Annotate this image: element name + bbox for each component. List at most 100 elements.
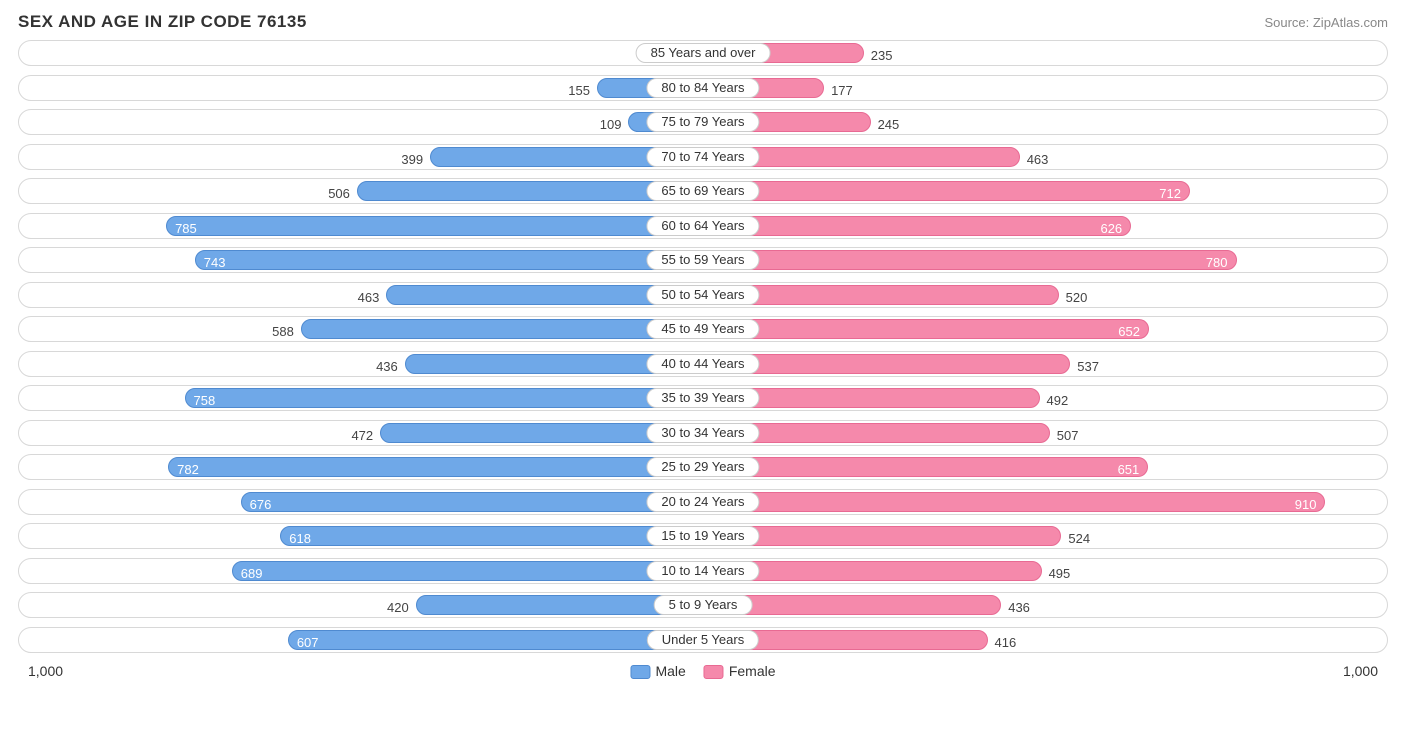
male-value: 436 xyxy=(376,359,406,374)
male-value: 472 xyxy=(351,428,381,443)
legend-male-swatch xyxy=(630,665,650,679)
female-value: 235 xyxy=(863,48,893,63)
male-value: 420 xyxy=(387,600,417,615)
age-category-label: 5 to 9 Years xyxy=(654,595,753,615)
pyramid-row: 6423585 Years and over xyxy=(18,40,1388,66)
pyramid-row: 399 463 70 to 74 Years xyxy=(18,144,1388,170)
age-category-label: 35 to 39 Years xyxy=(646,388,759,408)
age-category-label: 50 to 54 Years xyxy=(646,285,759,305)
male-value: 689 xyxy=(241,566,263,581)
male-bar: 782 xyxy=(168,457,703,477)
female-value: 177 xyxy=(823,83,853,98)
male-value: 588 xyxy=(272,324,302,339)
male-bar: 588 xyxy=(301,319,703,339)
male-value: 782 xyxy=(177,462,199,477)
male-bar: 607 xyxy=(288,630,703,650)
pyramid-row: 155 177 80 to 84 Years xyxy=(18,75,1388,101)
age-category-label: 40 to 44 Years xyxy=(646,354,759,374)
pyramid-row: 506 712 65 to 69 Years xyxy=(18,178,1388,204)
pyramid-row: 588 652 45 to 49 Years xyxy=(18,316,1388,342)
age-category-label: 15 to 19 Years xyxy=(646,526,759,546)
pyramid-row: 743 780 55 to 59 Years xyxy=(18,247,1388,273)
pyramid-row: 782 651 25 to 29 Years xyxy=(18,454,1388,480)
female-value: 910 xyxy=(1295,497,1317,512)
legend-male: Male xyxy=(630,663,685,679)
male-bar: 689 xyxy=(232,561,703,581)
pyramid-row: 785 626 60 to 64 Years xyxy=(18,213,1388,239)
axis-right-label: 1,000 xyxy=(1343,663,1378,679)
male-value: 607 xyxy=(297,635,319,650)
pyramid-row: 758 492 35 to 39 Years xyxy=(18,385,1388,411)
population-pyramid-chart: 6423585 Years and over15517780 to 84 Yea… xyxy=(0,40,1406,653)
age-category-label: 85 Years and over xyxy=(636,43,771,63)
male-bar: 618 xyxy=(280,526,703,546)
male-value: 463 xyxy=(358,290,388,305)
male-value: 743 xyxy=(204,255,226,270)
male-value: 618 xyxy=(289,531,311,546)
pyramid-row: 109 245 75 to 79 Years xyxy=(18,109,1388,135)
age-category-label: 75 to 79 Years xyxy=(646,112,759,132)
female-bar: 780 xyxy=(703,250,1237,270)
female-value: 463 xyxy=(1019,152,1049,167)
female-value: 652 xyxy=(1118,324,1140,339)
female-value: 245 xyxy=(870,117,900,132)
chart-source: Source: ZipAtlas.com xyxy=(1264,15,1388,30)
male-value: 676 xyxy=(250,497,272,512)
age-category-label: 45 to 49 Years xyxy=(646,319,759,339)
male-value: 109 xyxy=(600,117,630,132)
age-category-label: 80 to 84 Years xyxy=(646,78,759,98)
chart-title: SEX AND AGE IN ZIP CODE 76135 xyxy=(18,12,307,32)
axis-left-label: 1,000 xyxy=(28,663,63,679)
female-value: 436 xyxy=(1000,600,1030,615)
female-value: 651 xyxy=(1118,462,1140,477)
female-value: 780 xyxy=(1206,255,1228,270)
female-bar: 626 xyxy=(703,216,1131,236)
male-bar: 758 xyxy=(185,388,703,408)
age-category-label: 55 to 59 Years xyxy=(646,250,759,270)
pyramid-row: 689 495 10 to 14 Years xyxy=(18,558,1388,584)
male-bar: 785 xyxy=(166,216,703,236)
chart-header: SEX AND AGE IN ZIP CODE 76135 Source: Zi… xyxy=(0,0,1406,40)
female-bar: 910 xyxy=(703,492,1325,512)
age-category-label: Under 5 Years xyxy=(647,630,759,650)
male-value: 785 xyxy=(175,221,197,236)
chart-footer: 1,000 Male Female 1,000 xyxy=(0,661,1406,679)
male-bar: 676 xyxy=(241,492,703,512)
female-value: 520 xyxy=(1058,290,1088,305)
female-value: 524 xyxy=(1060,531,1090,546)
male-value: 758 xyxy=(194,393,216,408)
age-category-label: 65 to 69 Years xyxy=(646,181,759,201)
female-value: 495 xyxy=(1041,566,1071,581)
pyramid-row: 463 520 50 to 54 Years xyxy=(18,282,1388,308)
legend-male-label: Male xyxy=(655,663,685,679)
legend-female: Female xyxy=(704,663,776,679)
female-value: 712 xyxy=(1159,186,1181,201)
pyramid-row: 618 524 15 to 19 Years xyxy=(18,523,1388,549)
pyramid-row: 607 416 Under 5 Years xyxy=(18,627,1388,653)
female-bar: 652 xyxy=(703,319,1149,339)
age-category-label: 10 to 14 Years xyxy=(646,561,759,581)
female-value: 626 xyxy=(1100,221,1122,236)
age-category-label: 25 to 29 Years xyxy=(646,457,759,477)
female-bar: 651 xyxy=(703,457,1148,477)
female-value: 507 xyxy=(1049,428,1079,443)
age-category-label: 70 to 74 Years xyxy=(646,147,759,167)
female-bar: 712 xyxy=(703,181,1190,201)
age-category-label: 60 to 64 Years xyxy=(646,216,759,236)
pyramid-row: 676 910 20 to 24 Years xyxy=(18,489,1388,515)
pyramid-row: 420 436 5 to 9 Years xyxy=(18,592,1388,618)
chart-legend: Male Female xyxy=(630,663,775,679)
female-value: 416 xyxy=(987,635,1017,650)
legend-female-label: Female xyxy=(729,663,776,679)
male-value: 155 xyxy=(568,83,598,98)
female-value: 537 xyxy=(1069,359,1099,374)
legend-female-swatch xyxy=(704,665,724,679)
pyramid-row: 436 537 40 to 44 Years xyxy=(18,351,1388,377)
pyramid-row: 472 507 30 to 34 Years xyxy=(18,420,1388,446)
male-value: 506 xyxy=(328,186,358,201)
male-bar: 743 xyxy=(195,250,703,270)
male-value: 399 xyxy=(401,152,431,167)
female-value: 492 xyxy=(1039,393,1069,408)
age-category-label: 20 to 24 Years xyxy=(646,492,759,512)
age-category-label: 30 to 34 Years xyxy=(646,423,759,443)
